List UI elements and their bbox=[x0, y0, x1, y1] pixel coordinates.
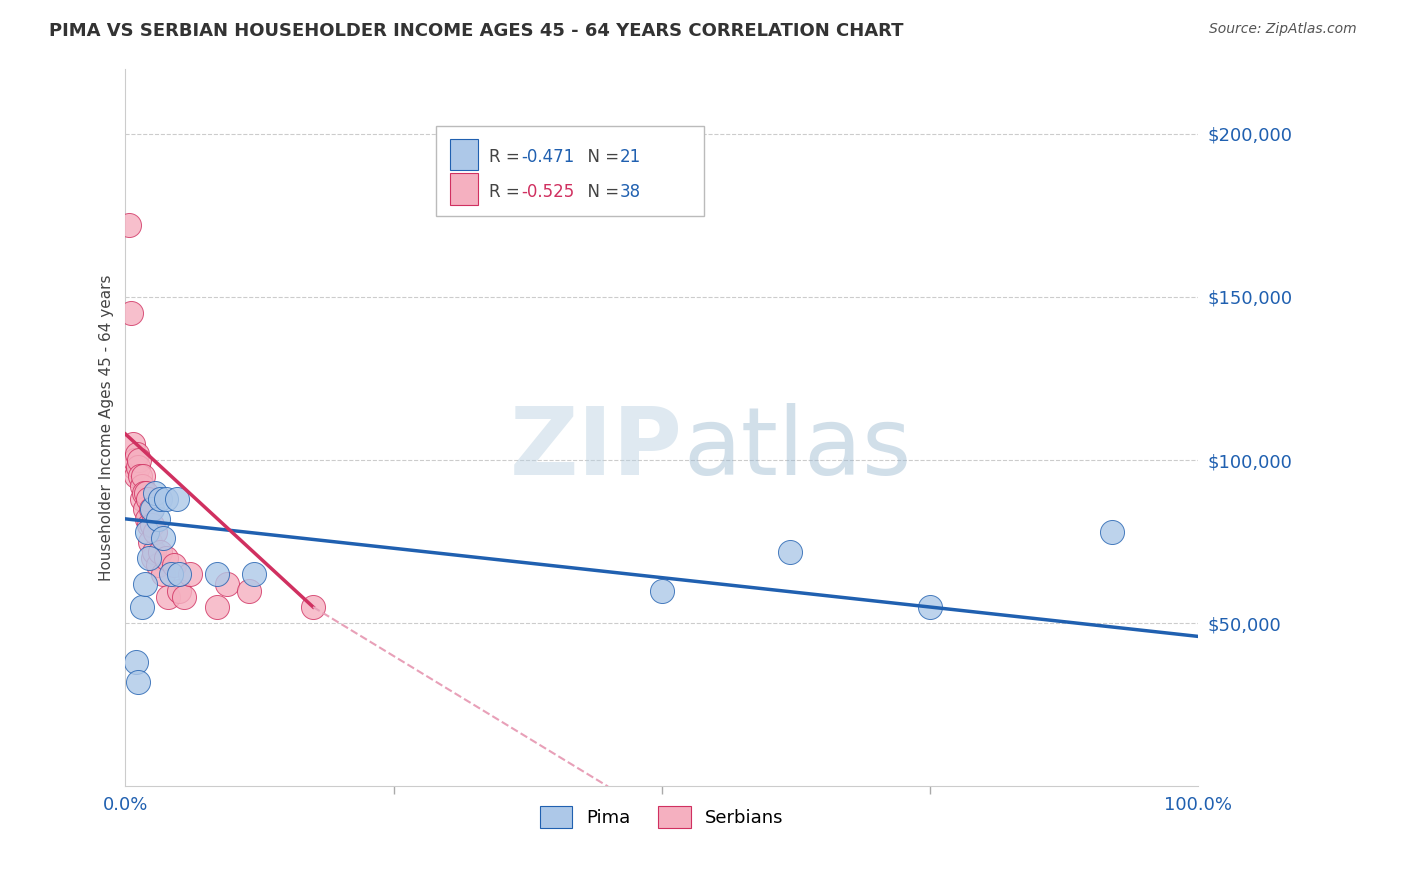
Point bbox=[167, 567, 190, 582]
Text: ZIP: ZIP bbox=[510, 403, 683, 495]
Point bbox=[129, 469, 152, 483]
Point bbox=[141, 502, 163, 516]
Point bbox=[167, 583, 190, 598]
Point bbox=[125, 469, 148, 483]
Point bbox=[152, 567, 174, 582]
Point bbox=[238, 583, 260, 598]
Text: atlas: atlas bbox=[683, 403, 911, 495]
Point bbox=[146, 512, 169, 526]
Point bbox=[141, 518, 163, 533]
Legend: Pima, Serbians: Pima, Serbians bbox=[533, 798, 790, 835]
Text: -0.471: -0.471 bbox=[522, 148, 575, 166]
FancyBboxPatch shape bbox=[436, 126, 704, 216]
FancyBboxPatch shape bbox=[450, 139, 478, 170]
Point bbox=[302, 599, 325, 614]
Point bbox=[120, 306, 142, 320]
Text: R =: R = bbox=[489, 183, 524, 201]
Point bbox=[138, 518, 160, 533]
Point bbox=[155, 492, 177, 507]
Text: PIMA VS SERBIAN HOUSEHOLDER INCOME AGES 45 - 64 YEARS CORRELATION CHART: PIMA VS SERBIAN HOUSEHOLDER INCOME AGES … bbox=[49, 22, 904, 40]
Point bbox=[118, 218, 141, 232]
Point bbox=[146, 558, 169, 572]
Point bbox=[145, 524, 167, 539]
Point bbox=[128, 453, 150, 467]
Point bbox=[131, 599, 153, 614]
Point bbox=[143, 544, 166, 558]
Point bbox=[124, 453, 146, 467]
Point bbox=[149, 492, 172, 507]
Point bbox=[127, 675, 149, 690]
Point bbox=[127, 447, 149, 461]
Point bbox=[163, 558, 186, 572]
Point bbox=[1101, 524, 1123, 539]
Point bbox=[205, 599, 228, 614]
Point bbox=[139, 534, 162, 549]
Point bbox=[122, 437, 145, 451]
Point bbox=[145, 485, 167, 500]
Point bbox=[134, 502, 156, 516]
Y-axis label: Householder Income Ages 45 - 64 years: Householder Income Ages 45 - 64 years bbox=[100, 274, 114, 581]
Point bbox=[135, 485, 157, 500]
Point bbox=[159, 567, 181, 582]
Point bbox=[135, 524, 157, 539]
Point bbox=[217, 577, 239, 591]
Point bbox=[135, 512, 157, 526]
Point bbox=[149, 544, 172, 558]
Text: 21: 21 bbox=[620, 148, 641, 166]
Point bbox=[157, 591, 180, 605]
Point bbox=[918, 599, 941, 614]
Point bbox=[138, 551, 160, 566]
Text: N =: N = bbox=[576, 183, 624, 201]
Point bbox=[142, 551, 165, 566]
Point bbox=[152, 532, 174, 546]
Point bbox=[205, 567, 228, 582]
Point bbox=[243, 567, 266, 582]
Point bbox=[132, 485, 155, 500]
Point bbox=[179, 567, 201, 582]
Point bbox=[136, 492, 159, 507]
Text: Source: ZipAtlas.com: Source: ZipAtlas.com bbox=[1209, 22, 1357, 37]
Point bbox=[127, 459, 149, 474]
Point bbox=[125, 656, 148, 670]
Text: -0.525: -0.525 bbox=[522, 183, 575, 201]
Text: 38: 38 bbox=[620, 183, 641, 201]
Point bbox=[155, 551, 177, 566]
Text: N =: N = bbox=[576, 148, 624, 166]
Point bbox=[779, 544, 801, 558]
Point bbox=[131, 492, 153, 507]
Point bbox=[122, 459, 145, 474]
Text: R =: R = bbox=[489, 148, 524, 166]
Point bbox=[134, 577, 156, 591]
Point bbox=[173, 591, 195, 605]
Point bbox=[166, 492, 188, 507]
Point bbox=[651, 583, 673, 598]
FancyBboxPatch shape bbox=[450, 173, 478, 205]
Point bbox=[141, 502, 163, 516]
Point bbox=[131, 469, 153, 483]
Point bbox=[131, 479, 153, 493]
